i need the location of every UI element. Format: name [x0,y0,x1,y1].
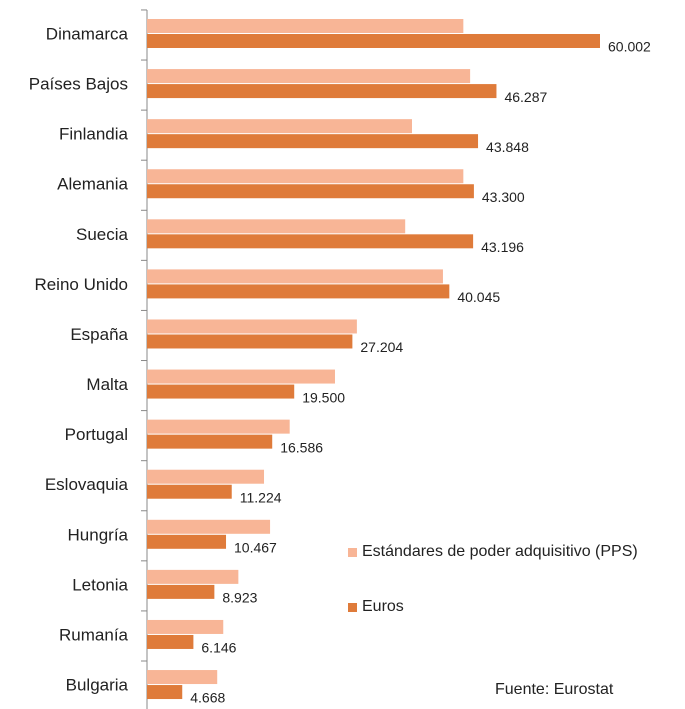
bar [147,234,474,249]
value-label: 43.196 [481,239,524,255]
bar [147,184,474,199]
value-label: 60.002 [608,39,651,55]
bar [147,319,357,334]
value-label: 10.467 [234,540,277,556]
bar [147,434,273,449]
bar [147,169,464,184]
legend-swatch [348,603,357,612]
category-label: Malta [86,375,128,394]
category-label: España [70,325,128,344]
bar [147,334,353,349]
category-label: Eslovaquia [45,475,129,494]
category-label: Portugal [65,425,128,444]
value-label: 19.500 [302,389,345,405]
value-label: 40.045 [457,289,500,305]
bar [147,219,406,234]
value-label: 11.224 [240,489,282,505]
bar [147,534,227,549]
bar [147,84,497,99]
category-label: Finlandia [59,125,129,144]
bar [147,419,290,434]
value-label: 6.146 [201,640,236,656]
category-label: Países Bajos [29,75,128,94]
bar [147,269,443,284]
bar [147,670,218,685]
bar [147,584,215,599]
bar [147,569,239,584]
bar [147,134,479,149]
legend-label: Euros [362,598,404,615]
category-label: Rumanía [59,625,129,644]
category-label: Alemania [57,175,128,194]
bar [147,34,600,48]
bar [147,469,265,484]
category-label: Suecia [76,225,129,244]
bar [147,369,335,384]
category-label: Dinamarca [46,24,129,43]
bar [147,384,295,399]
bar [147,634,194,649]
category-label: Reino Unido [34,275,128,294]
category-label: Letonia [72,575,128,594]
legend-label: Estándares de poder adquisitivo (PPS) [362,543,638,560]
category-label: Hungría [68,525,129,544]
value-label: 16.586 [280,439,323,455]
bar [147,484,232,499]
bar [147,284,450,299]
bar [147,619,224,634]
category-label: Bulgaria [66,676,129,695]
value-label: 4.668 [190,690,225,706]
bar [147,119,412,134]
bar [147,19,464,33]
value-label: 43.300 [482,189,525,205]
bar [147,685,183,700]
value-label: 43.848 [486,139,529,155]
bar [147,519,271,534]
value-label: 46.287 [504,89,547,105]
legend-swatch [348,548,357,557]
bar [147,69,471,84]
value-label: 27.204 [360,339,403,355]
source: Fuente: Eurostat [495,681,614,698]
value-label: 8.923 [222,590,257,606]
